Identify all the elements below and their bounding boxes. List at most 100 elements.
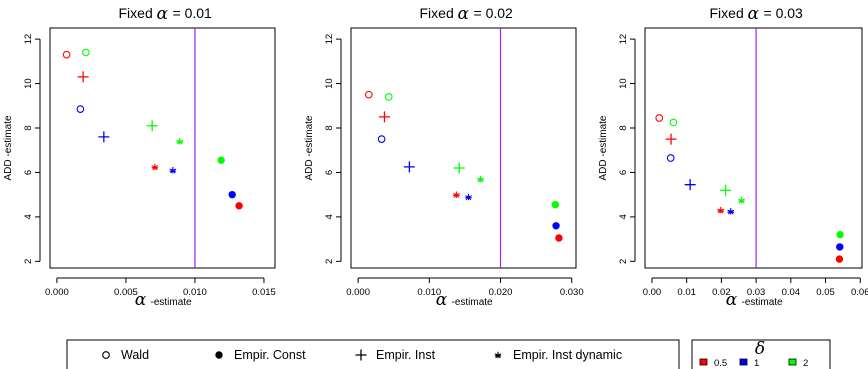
title-prefix: Fixed [420,5,454,21]
plot-frame [350,27,577,269]
data-points [364,90,563,242]
data-points [62,48,243,210]
x-tick-label: 0.04 [782,287,801,298]
delta-legend-label: 2 [803,358,808,369]
delta-legend-item: 2 [788,358,808,369]
method-legend-marker [494,351,502,359]
x-label-alpha-symbol: α [726,290,738,310]
method-legend: Wald Empir. Const Empir. Inst Empir. Inst d… [66,339,680,369]
data-points [655,114,844,263]
data-point [666,154,675,162]
panel-title: Fixed α = 0.02 [420,4,514,24]
title-alpha-symbol: α [748,4,760,24]
x-tick-label: 0.03 [747,287,766,298]
data-point [452,191,460,198]
title-alpha-symbol: α [458,4,470,24]
panel-title: Fixed α = 0.01 [119,4,213,24]
panel-3: Fixed α = 0.030.00 0.01 0.02 0.03 0.04 0.05 0.06… [598,4,868,310]
x-tick-label: 0.000 [45,287,69,298]
title-value: = 0.03 [764,5,804,21]
delta-legend-label: 0.5 [714,358,727,369]
data-point [403,161,415,173]
y-tick-label: 6 [23,170,34,175]
y-tick-label: 6 [618,170,629,175]
x-tick-label: 0.010 [417,287,441,298]
y-tick-label: 4 [618,214,629,219]
y-tick-label: 4 [23,214,34,219]
data-point [727,208,735,215]
method-legend-item: Empir. Inst dynamic [494,348,622,362]
data-point [378,111,390,123]
data-point [384,93,393,101]
delta-legend-item: 0.5 [699,358,727,369]
x-tick-label: 0.015 [252,287,276,298]
x-tick-label: 0.05 [816,287,835,298]
plot-frame [644,27,863,269]
y-tick-label: 6 [324,170,335,175]
method-legend-marker [355,349,367,361]
method-legend-item: Empir. Const [215,348,306,362]
method-legend-box [66,339,680,369]
y-tick-label: 8 [618,125,629,130]
delta-legend-swatch [699,358,708,366]
data-point [377,135,386,143]
method-legend-label: Wald [121,348,149,362]
x-label-alpha-symbol: α [436,290,448,310]
x-tick-label: 0.010 [183,287,207,298]
delta-legend-swatch [788,358,797,366]
data-point [835,255,844,263]
y-tick-label: 12 [23,34,34,45]
method-legend-label: Empir. Inst [376,348,436,362]
method-legend-marker [102,351,110,359]
method-legend-label: Empir. Const [234,348,306,362]
title-value: = 0.01 [173,5,213,21]
title-prefix: Fixed [119,5,153,21]
data-point [720,184,732,196]
x-axis-label: -estimate [452,297,494,308]
y-tick-label: 12 [618,34,629,45]
data-point [551,200,560,209]
title-value: = 0.02 [474,5,514,21]
data-point [62,50,71,59]
y-tick-label: 10 [324,78,335,89]
data-point [669,118,678,127]
x-tick-label: 0.06 [851,287,868,298]
delta-legend-title: δ [755,339,765,359]
x-tick-label: 0.020 [489,287,513,298]
data-point [76,105,85,113]
y-axis-label: ADD -estimate [3,115,14,180]
data-point [146,120,158,132]
y-axis: 2 4 6 8 10 12 ADD -estimate [304,34,342,264]
data-point [217,156,225,164]
x-axis: 0.000 0.010 0.020 0.030 α -estimate [346,277,584,310]
data-point [836,230,844,239]
data-point [235,202,243,210]
x-tick-label: 0.000 [346,287,370,298]
method-legend-label: Empir. Inst dynamic [513,348,622,362]
x-tick-label: 0.00 [643,287,662,298]
data-point [151,163,159,171]
plot-frame [49,27,276,269]
data-point [555,234,563,242]
x-tick-label: 0.005 [114,287,138,298]
title-prefix: Fixed [710,5,744,21]
delta-legend: δ 0.5 1 2 [691,339,831,369]
y-tick-label: 12 [324,34,335,45]
y-tick-label: 2 [324,259,335,264]
x-tick-label: 0.030 [560,287,584,298]
y-axis: 2 4 6 8 10 12 ADD -estimate [3,34,41,264]
x-axis: 0.000 0.005 0.010 0.015 α -estimate [45,277,276,310]
data-point [169,167,177,174]
method-legend-item: Wald [102,348,149,362]
delta-legend-label: 1 [754,358,759,369]
data-point [364,90,373,99]
y-tick-label: 8 [324,125,335,130]
data-point [98,131,110,143]
data-point [836,243,844,251]
data-point [453,162,465,174]
delta-legend-item: 1 [739,358,759,369]
y-tick-label: 10 [618,78,629,89]
data-point [465,193,472,201]
